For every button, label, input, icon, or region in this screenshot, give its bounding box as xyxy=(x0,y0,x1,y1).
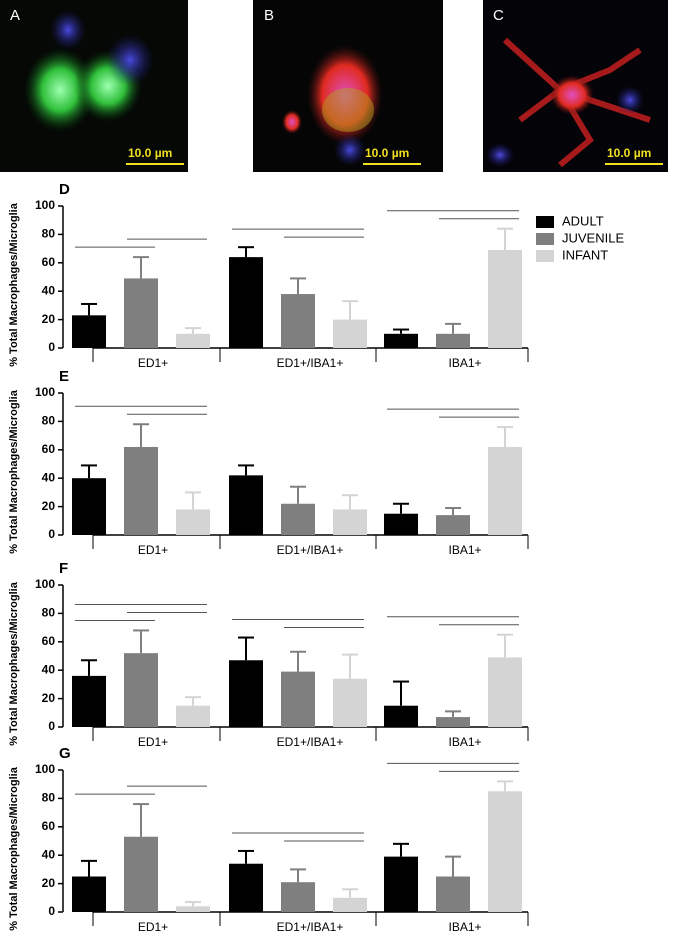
bar xyxy=(488,250,522,348)
bar xyxy=(281,671,315,727)
bar xyxy=(229,257,263,348)
bar xyxy=(488,446,522,535)
y-tick-label: 40 xyxy=(42,847,56,861)
x-tick-label: ED1+ xyxy=(138,356,168,370)
y-tick-label: 80 xyxy=(42,414,56,428)
bar xyxy=(436,717,470,727)
bar xyxy=(436,876,470,912)
x-tick-label: IBA1+ xyxy=(448,920,481,934)
bar xyxy=(333,509,367,535)
scale-label: 10.0 µm xyxy=(607,146,651,160)
y-tick-label: 40 xyxy=(42,470,56,484)
y-tick-label: 60 xyxy=(42,255,56,269)
bar xyxy=(124,278,158,348)
bar xyxy=(384,333,418,348)
x-tick-label: ED1+ xyxy=(138,543,168,557)
bar xyxy=(436,515,470,535)
bar xyxy=(229,660,263,727)
x-tick-label: IBA1+ xyxy=(448,543,481,557)
bar xyxy=(281,294,315,348)
x-tick-label: IBA1+ xyxy=(448,356,481,370)
panel-label: B xyxy=(264,7,274,24)
y-tick-label: 100 xyxy=(35,577,55,591)
bar xyxy=(333,319,367,348)
bar xyxy=(488,791,522,912)
y-tick-label: 100 xyxy=(35,198,55,212)
x-tick-label: ED1+ xyxy=(138,920,168,934)
legend-swatch xyxy=(536,216,554,228)
y-tick-label: 20 xyxy=(42,876,56,890)
y-tick-label: 0 xyxy=(48,340,55,354)
panel-label: G xyxy=(59,745,71,762)
bar xyxy=(281,503,315,535)
x-tick-label: ED1+/IBA1+ xyxy=(277,543,344,557)
y-tick-label: 0 xyxy=(48,904,55,918)
y-tick-label: 80 xyxy=(42,227,56,241)
y-tick-label: 40 xyxy=(42,662,56,676)
panel-label: F xyxy=(59,560,68,577)
x-tick-label: ED1+/IBA1+ xyxy=(277,920,344,934)
bar xyxy=(488,657,522,727)
bar xyxy=(72,876,106,912)
bar xyxy=(333,897,367,912)
bar xyxy=(229,863,263,912)
scale-label: 10.0 µm xyxy=(128,146,172,160)
panel-label: E xyxy=(59,368,69,385)
bar xyxy=(72,315,106,348)
micrograph-b: B 10.0 µm xyxy=(253,0,443,172)
y-tick-label: 80 xyxy=(42,791,56,805)
x-tick-label: ED1+ xyxy=(138,735,168,749)
x-tick-label: IBA1+ xyxy=(448,735,481,749)
y-tick-label: 60 xyxy=(42,819,56,833)
x-tick-label: ED1+/IBA1+ xyxy=(277,356,344,370)
y-tick-label: 100 xyxy=(35,762,55,776)
y-tick-label: 100 xyxy=(35,385,55,399)
scale-label: 10.0 µm xyxy=(365,146,409,160)
bar xyxy=(384,513,418,535)
bar xyxy=(333,678,367,727)
y-axis-label: % Total Macrophages/Microglia xyxy=(8,581,20,745)
bar xyxy=(436,333,470,348)
y-tick-label: 60 xyxy=(42,634,56,648)
micrograph-c: C 10.0 µm xyxy=(483,0,668,172)
bar xyxy=(72,478,106,535)
bar xyxy=(176,333,210,348)
legend-label: JUVENILE xyxy=(562,230,624,245)
bar xyxy=(384,856,418,912)
bar xyxy=(176,509,210,535)
y-tick-label: 80 xyxy=(42,606,56,620)
legend-label: ADULT xyxy=(562,213,604,228)
y-tick-label: 20 xyxy=(42,499,56,513)
legend-label: INFANT xyxy=(562,247,608,262)
bar xyxy=(72,675,106,727)
y-axis-label: % Total Macrophages/Microglia xyxy=(8,202,20,366)
bar xyxy=(229,475,263,535)
bar xyxy=(124,653,158,727)
y-tick-label: 60 xyxy=(42,442,56,456)
bar xyxy=(281,882,315,912)
legend-swatch xyxy=(536,233,554,245)
x-tick-label: ED1+/IBA1+ xyxy=(277,735,344,749)
y-tick-label: 20 xyxy=(42,312,56,326)
bar xyxy=(176,705,210,727)
y-tick-label: 0 xyxy=(48,719,55,733)
micrograph-a: A 10.0 µm xyxy=(0,0,188,172)
bar xyxy=(384,705,418,727)
y-tick-label: 0 xyxy=(48,527,55,541)
bar xyxy=(176,906,210,912)
y-axis-label: % Total Macrophages/Microglia xyxy=(8,389,20,553)
panel-label: D xyxy=(59,181,70,198)
bar xyxy=(124,836,158,912)
y-tick-label: 40 xyxy=(42,283,56,297)
legend-swatch xyxy=(536,250,554,262)
y-axis-label: % Total Macrophages/Microglia xyxy=(8,766,20,930)
bar xyxy=(124,446,158,535)
y-tick-label: 20 xyxy=(42,691,56,705)
panel-label: A xyxy=(10,7,20,24)
panel-label: C xyxy=(493,7,504,24)
